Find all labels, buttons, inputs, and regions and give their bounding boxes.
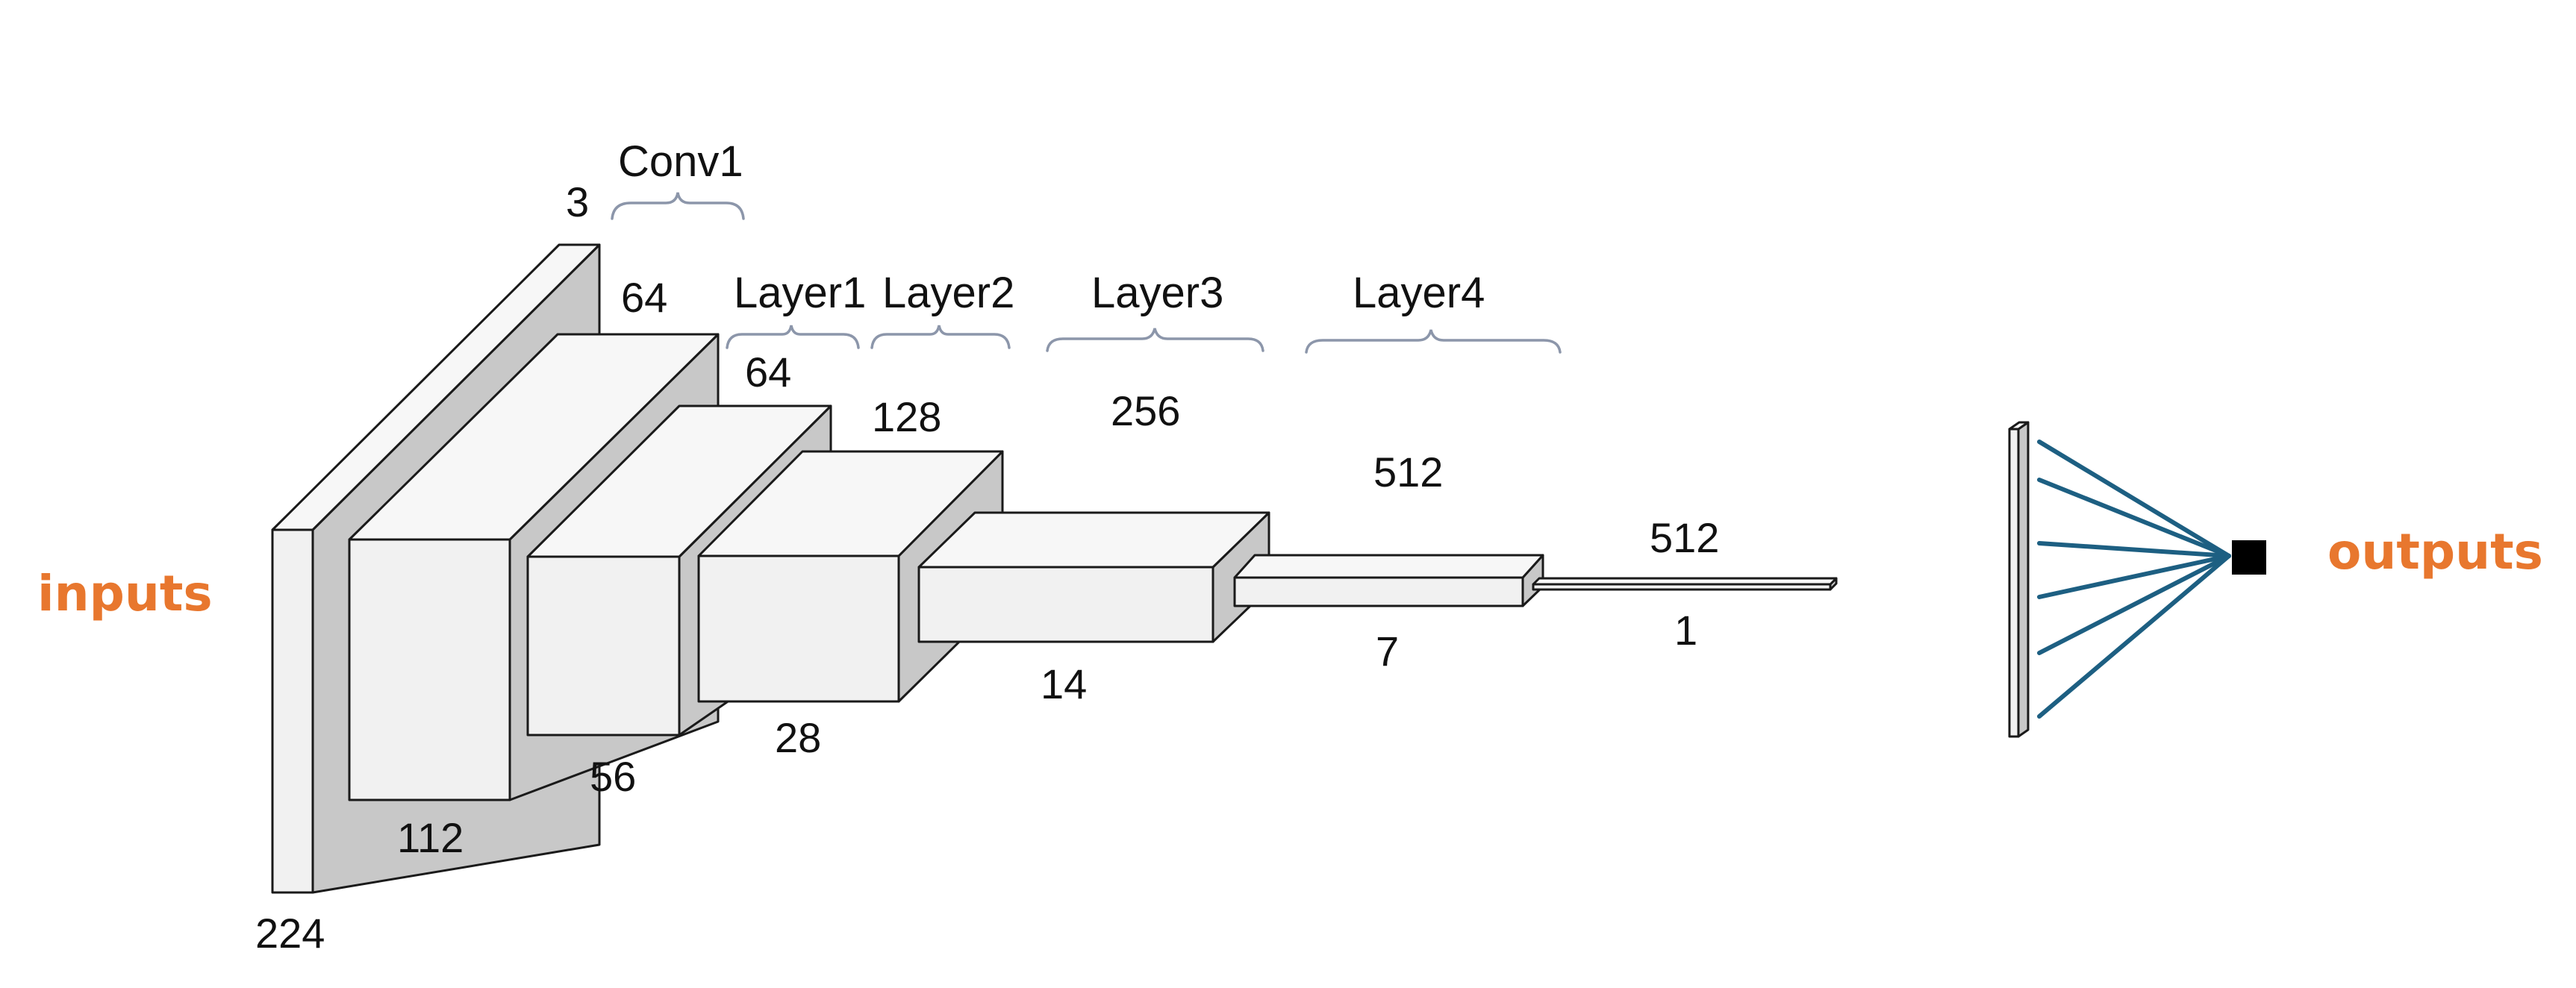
dim-layer1-size: 56	[590, 753, 636, 800]
layer3-label: Layer3	[1091, 269, 1223, 317]
output-node	[2232, 540, 2266, 575]
layer1-label: Layer1	[734, 269, 866, 317]
dim-layer2-channels: 128	[872, 393, 941, 440]
conv1-label: Conv1	[618, 137, 743, 186]
dim-conv1-channels: 64	[621, 274, 667, 321]
dim-pool-size: 1	[1674, 607, 1697, 654]
dim-layer2-size: 28	[775, 714, 821, 761]
dim-input-size: 224	[255, 910, 325, 957]
dim-pool-channels: 512	[1650, 514, 1719, 561]
pool-block	[1532, 577, 1838, 591]
layer4-block	[1233, 554, 1544, 607]
layer3-brace	[1046, 328, 1264, 352]
fc-vector	[2008, 421, 2030, 738]
dim-layer3-size: 14	[1041, 660, 1087, 707]
conv1-brace	[611, 192, 745, 220]
layer4-label: Layer4	[1353, 269, 1485, 317]
layer2-brace	[870, 325, 1011, 349]
dim-layer4-channels: 512	[1373, 448, 1443, 495]
layer1-brace	[726, 325, 860, 349]
dim-layer4-size: 7	[1376, 628, 1399, 675]
fc-connections	[2037, 440, 2231, 719]
dim-input-channels: 3	[566, 178, 589, 225]
inputs-label: inputs	[37, 565, 213, 622]
layer4-brace	[1305, 329, 1562, 354]
dim-layer3-channels: 256	[1111, 387, 1180, 434]
outputs-label: outputs	[2327, 523, 2543, 581]
dim-layer1-channels: 64	[745, 348, 791, 395]
dim-conv1-size: 112	[397, 814, 464, 861]
layer3-block	[917, 511, 1270, 643]
layer2-label: Layer2	[882, 269, 1014, 317]
